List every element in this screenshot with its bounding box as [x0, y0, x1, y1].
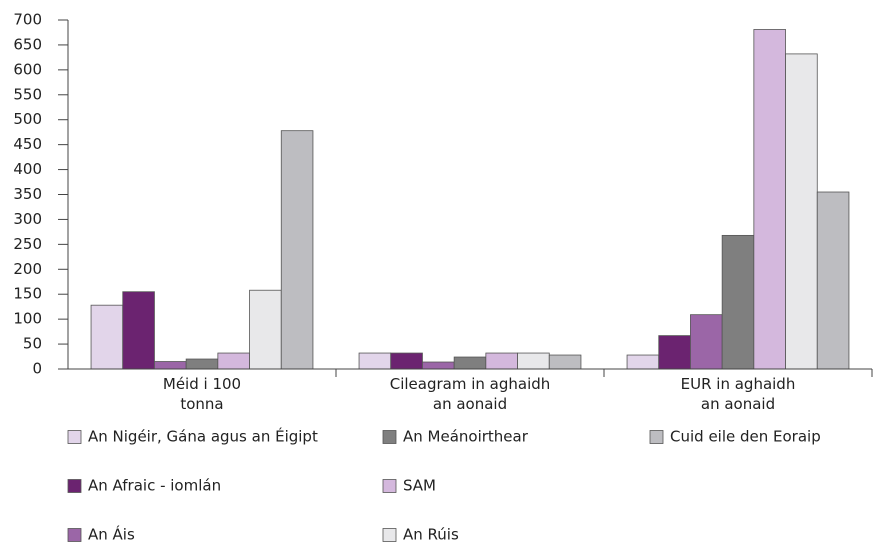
legend-label: SAM — [403, 477, 436, 495]
legend-label: An Meánoirthear — [403, 428, 529, 446]
legend-swatch — [649, 430, 664, 444]
y-tick-label: 50 — [23, 335, 42, 353]
y-tick-label: 100 — [13, 310, 42, 328]
bar — [721, 234, 755, 370]
x-tick-label: EUR in aghaidh an aonaid — [681, 375, 796, 413]
y-tick-label: 700 — [13, 11, 42, 29]
y-tick-label: 0 — [32, 360, 42, 378]
bar — [658, 335, 691, 370]
bar — [422, 361, 455, 370]
y-tick-label: 350 — [13, 185, 42, 203]
legend-swatch — [67, 430, 82, 444]
legend-label: Cuid eile den Eoraip — [670, 428, 821, 446]
bar — [185, 358, 219, 370]
legend-label: An Rúis — [403, 526, 459, 542]
y-tick-label: 650 — [13, 35, 42, 53]
bar — [217, 352, 250, 370]
legend-swatch — [67, 479, 82, 493]
legend-label: An Áis — [88, 525, 135, 542]
legend-swatch — [382, 479, 397, 493]
bar — [626, 354, 660, 370]
x-tick-label: Méid i 100 tonna — [163, 375, 241, 413]
bar — [122, 291, 155, 370]
bar — [816, 191, 850, 370]
x-tick-label: Cileagram in aghaidh an aonaid — [390, 375, 551, 413]
bar — [453, 356, 487, 370]
bar — [154, 361, 187, 370]
bar — [485, 352, 518, 370]
y-tick-label: 500 — [13, 110, 42, 128]
legend-swatch — [382, 430, 397, 444]
legend-swatch — [67, 528, 82, 542]
bar — [358, 352, 392, 370]
legend-label: An Afraic - iomlán — [88, 477, 221, 495]
y-tick-label: 600 — [13, 60, 42, 78]
bar — [249, 289, 282, 370]
bar — [90, 304, 124, 370]
bar — [785, 53, 818, 370]
y-tick-label: 300 — [13, 210, 42, 228]
y-tick-label: 200 — [13, 260, 42, 278]
y-tick-label: 400 — [13, 160, 42, 178]
bar — [690, 314, 723, 370]
legend-label: An Nigéir, Gána agus an Éigipt — [88, 427, 318, 446]
bar — [517, 352, 550, 370]
y-tick-label: 550 — [13, 85, 42, 103]
y-tick-label: 150 — [13, 285, 42, 303]
bar — [548, 354, 582, 370]
y-tick-label: 450 — [13, 135, 42, 153]
bar — [390, 352, 423, 370]
legend-swatch — [382, 528, 397, 542]
bar — [753, 29, 786, 370]
bar — [280, 130, 314, 370]
y-tick-label: 250 — [13, 235, 42, 253]
